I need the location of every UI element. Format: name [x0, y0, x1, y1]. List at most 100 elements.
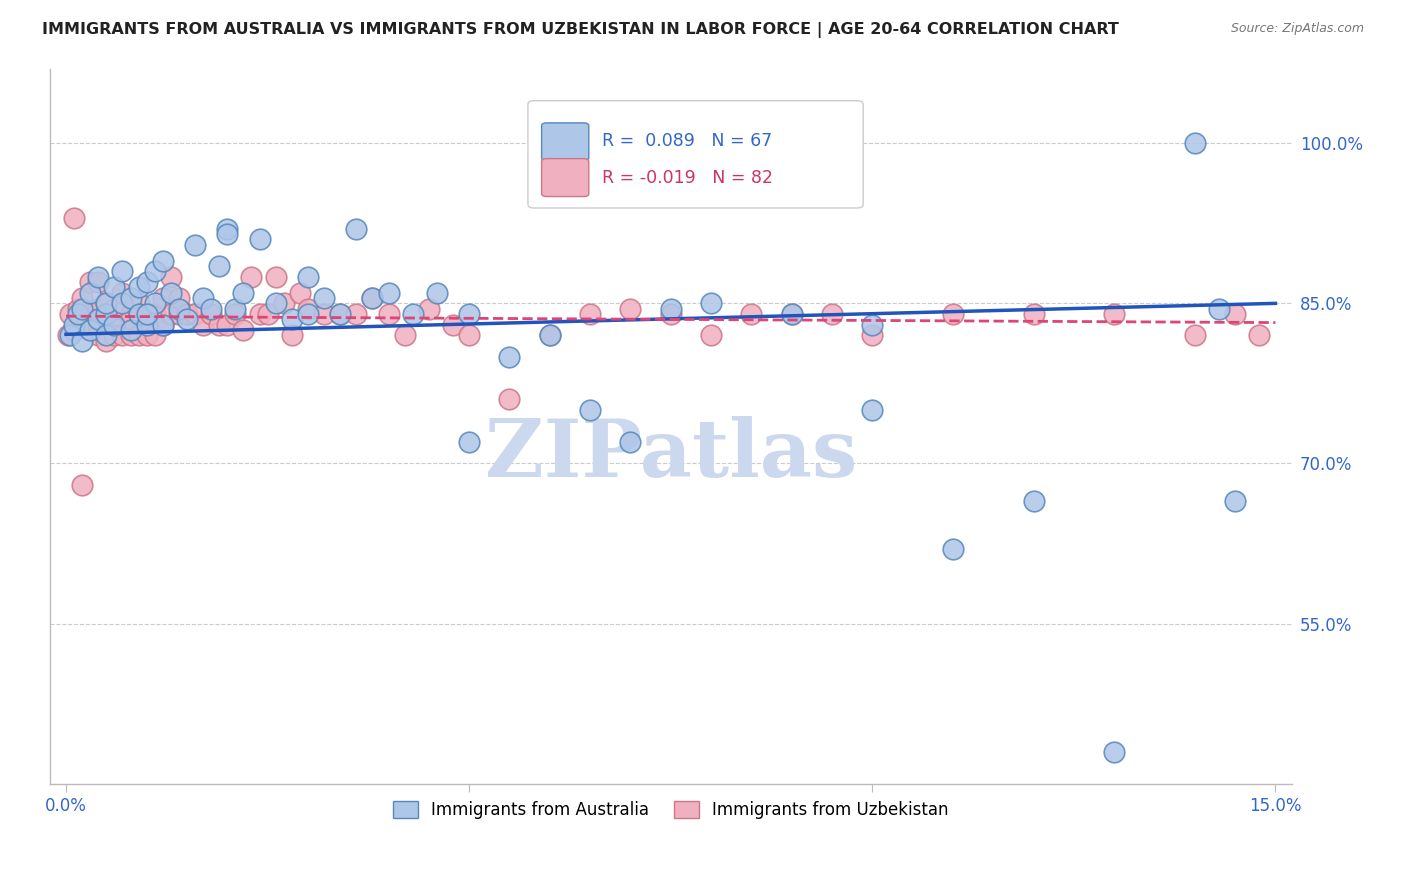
- Point: [111, 264, 134, 278]
- Point: [120, 291, 142, 305]
- Point: [619, 301, 641, 316]
- Point: [79, 307, 101, 321]
- Point: [63, 318, 86, 332]
- Point: [79, 323, 101, 337]
- Point: [344, 221, 367, 235]
- Point: [79, 323, 101, 337]
- Point: [96, 307, 118, 321]
- Point: [1022, 493, 1045, 508]
- Point: [860, 403, 883, 417]
- Point: [377, 285, 399, 300]
- Point: [70, 478, 93, 492]
- FancyBboxPatch shape: [541, 159, 589, 196]
- Point: [217, 318, 239, 332]
- Point: [740, 307, 762, 321]
- Point: [200, 307, 222, 321]
- Point: [1022, 307, 1045, 321]
- Point: [160, 307, 183, 321]
- Point: [135, 328, 157, 343]
- Point: [297, 307, 319, 321]
- Point: [458, 435, 481, 450]
- Point: [96, 334, 118, 348]
- Point: [59, 307, 82, 321]
- Point: [619, 435, 641, 450]
- Legend: Immigrants from Australia, Immigrants from Uzbekistan: Immigrants from Australia, Immigrants fr…: [387, 794, 956, 825]
- Point: [256, 307, 278, 321]
- Point: [128, 307, 150, 321]
- Point: [394, 328, 416, 343]
- Point: [87, 269, 110, 284]
- Point: [111, 296, 134, 310]
- Point: [264, 269, 287, 284]
- Point: [128, 280, 150, 294]
- Point: [70, 307, 93, 321]
- Point: [249, 307, 271, 321]
- Point: [780, 307, 803, 321]
- Point: [128, 307, 150, 321]
- Point: [67, 307, 90, 321]
- Point: [160, 269, 183, 284]
- Point: [942, 541, 965, 556]
- Point: [579, 403, 602, 417]
- Text: IMMIGRANTS FROM AUSTRALIA VS IMMIGRANTS FROM UZBEKISTAN IN LABOR FORCE | AGE 20-: IMMIGRANTS FROM AUSTRALIA VS IMMIGRANTS …: [42, 22, 1119, 38]
- Point: [167, 307, 190, 321]
- FancyBboxPatch shape: [527, 101, 863, 208]
- Point: [441, 318, 464, 332]
- Point: [143, 264, 166, 278]
- Point: [281, 312, 304, 326]
- Point: [87, 318, 110, 332]
- Point: [103, 280, 125, 294]
- Point: [288, 285, 311, 300]
- Point: [143, 307, 166, 321]
- Point: [135, 307, 157, 321]
- Point: [780, 307, 803, 321]
- Point: [312, 307, 335, 321]
- Point: [700, 328, 723, 343]
- Point: [184, 307, 207, 321]
- Point: [135, 307, 157, 321]
- Point: [111, 328, 134, 343]
- Point: [167, 301, 190, 316]
- Point: [249, 232, 271, 246]
- Point: [135, 318, 157, 332]
- Point: [103, 318, 125, 332]
- Point: [79, 285, 101, 300]
- Point: [79, 275, 101, 289]
- Point: [659, 301, 682, 316]
- Point: [344, 307, 367, 321]
- Point: [538, 328, 561, 343]
- Point: [224, 307, 246, 321]
- Point: [217, 221, 239, 235]
- Point: [120, 312, 142, 326]
- Point: [1102, 307, 1125, 321]
- Point: [191, 318, 214, 332]
- Point: [152, 253, 174, 268]
- Point: [1184, 136, 1206, 151]
- Point: [1184, 328, 1206, 343]
- Text: R = -0.019   N = 82: R = -0.019 N = 82: [602, 169, 773, 187]
- Point: [217, 227, 239, 241]
- Point: [70, 334, 93, 348]
- Point: [281, 328, 304, 343]
- Point: [377, 307, 399, 321]
- Text: Source: ZipAtlas.com: Source: ZipAtlas.com: [1230, 22, 1364, 36]
- Point: [821, 307, 844, 321]
- Point: [1223, 307, 1246, 321]
- Point: [103, 301, 125, 316]
- Point: [402, 307, 425, 321]
- Text: R =  0.089   N = 67: R = 0.089 N = 67: [602, 133, 773, 151]
- Point: [297, 269, 319, 284]
- Point: [176, 307, 198, 321]
- Point: [361, 291, 384, 305]
- Point: [264, 296, 287, 310]
- Point: [128, 296, 150, 310]
- Point: [58, 328, 80, 343]
- Point: [67, 301, 90, 316]
- Point: [70, 291, 93, 305]
- Point: [200, 301, 222, 316]
- Point: [232, 323, 254, 337]
- Point: [273, 296, 295, 310]
- Point: [208, 259, 231, 273]
- Point: [176, 307, 198, 321]
- Point: [87, 328, 110, 343]
